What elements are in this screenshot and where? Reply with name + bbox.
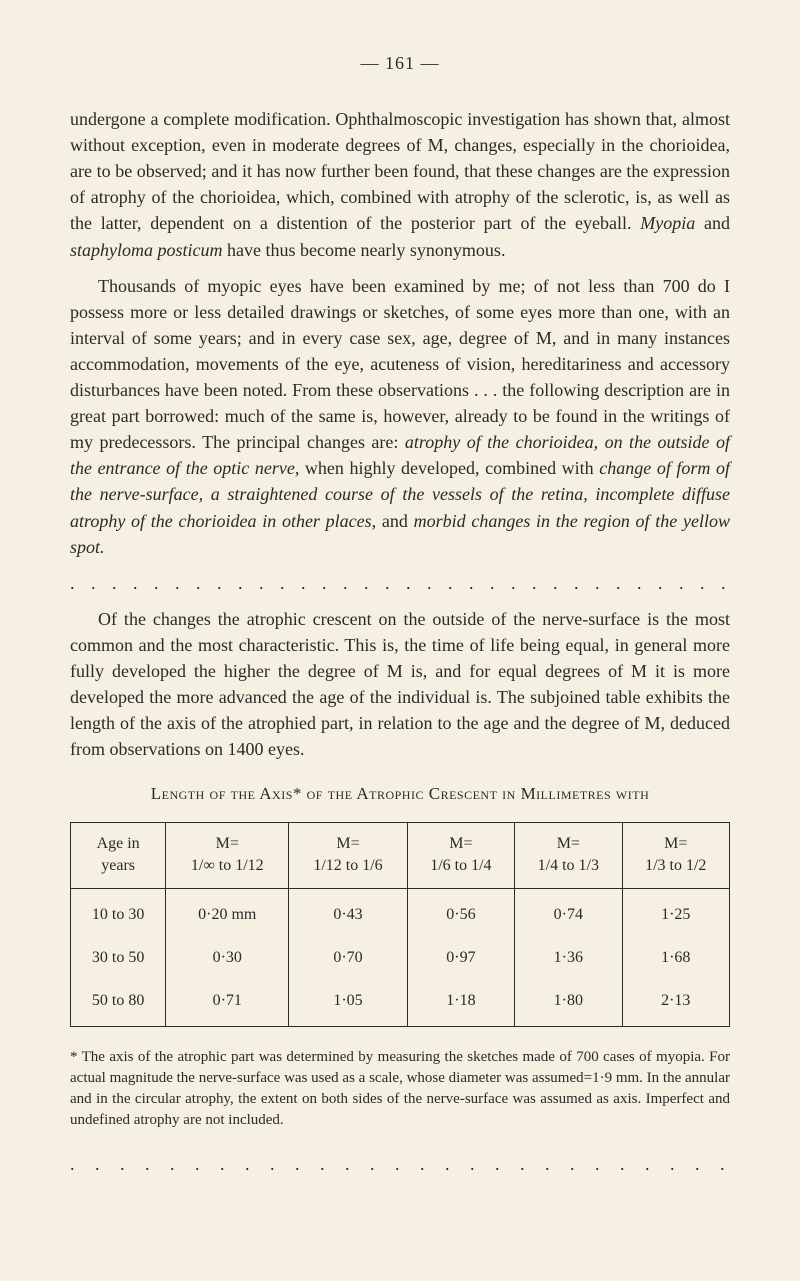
- paragraph-2: Thousands of myopic eyes have been exami…: [70, 273, 730, 560]
- page-number: — 161 —: [70, 50, 730, 76]
- table-cell: 0·71: [166, 979, 289, 1027]
- table-header: Age inyears: [71, 822, 166, 888]
- para1-end: have thus become nearly synonymous.: [223, 240, 506, 260]
- dotted-separator: . . . . . . . . . . . . . . . . . . . . …: [70, 570, 730, 596]
- data-table: Age inyears M=1/∞ to 1/12 M=1/12 to 1/6 …: [70, 822, 730, 1027]
- table-cell: 1·05: [289, 979, 407, 1027]
- para1-italic2: staphyloma posticum: [70, 240, 223, 260]
- table-cell: 1·25: [622, 888, 729, 936]
- table-cell: 0·30: [166, 936, 289, 979]
- table-header: M=1/3 to 1/2: [622, 822, 729, 888]
- table-title: Length of the Axis* of the Atrophic Cres…: [70, 782, 730, 807]
- table-header: M=1/12 to 1/6: [289, 822, 407, 888]
- table-row: 30 to 50 0·30 0·70 0·97 1·36 1·68: [71, 936, 730, 979]
- footnote: * The axis of the atrophic part was dete…: [70, 1047, 730, 1131]
- table-cell: 1·68: [622, 936, 729, 979]
- paragraph-3: Of the changes the atrophic crescent on …: [70, 606, 730, 763]
- dotted-bottom: . . . . . . . . . . . . . . . . . . . . …: [70, 1151, 730, 1177]
- table-row: 10 to 30 0·20 mm 0·43 0·56 0·74 1·25: [71, 888, 730, 936]
- table-cell: 0·56: [407, 888, 514, 936]
- table-cell: 0·20 mm: [166, 888, 289, 936]
- table-header: M=1/6 to 1/4: [407, 822, 514, 888]
- para1-text: undergone a complete modification. Ophth…: [70, 109, 730, 233]
- table-header: M=1/∞ to 1/12: [166, 822, 289, 888]
- table-header-row: Age inyears M=1/∞ to 1/12 M=1/12 to 1/6 …: [71, 822, 730, 888]
- table-cell: 10 to 30: [71, 888, 166, 936]
- table-cell: 1·36: [515, 936, 622, 979]
- table-cell: 2·13: [622, 979, 729, 1027]
- table-cell: 0·74: [515, 888, 622, 936]
- para1-italic1: Myopia: [640, 213, 695, 233]
- table-cell: 30 to 50: [71, 936, 166, 979]
- para2-mid2: and: [376, 511, 413, 531]
- paragraph-1: undergone a complete modification. Ophth…: [70, 106, 730, 263]
- para1-mid: and: [695, 213, 730, 233]
- table-cell: 1·80: [515, 979, 622, 1027]
- para2-start: Thousands of myopic eyes have been exami…: [70, 276, 730, 453]
- table-cell: 0·97: [407, 936, 514, 979]
- table-cell: 1·18: [407, 979, 514, 1027]
- table-header: M=1/4 to 1/3: [515, 822, 622, 888]
- table-cell: 50 to 80: [71, 979, 166, 1027]
- table-cell: 0·70: [289, 936, 407, 979]
- para2-mid1: when highly developed, combined with: [299, 458, 599, 478]
- table-cell: 0·43: [289, 888, 407, 936]
- table-row: 50 to 80 0·71 1·05 1·18 1·80 2·13: [71, 979, 730, 1027]
